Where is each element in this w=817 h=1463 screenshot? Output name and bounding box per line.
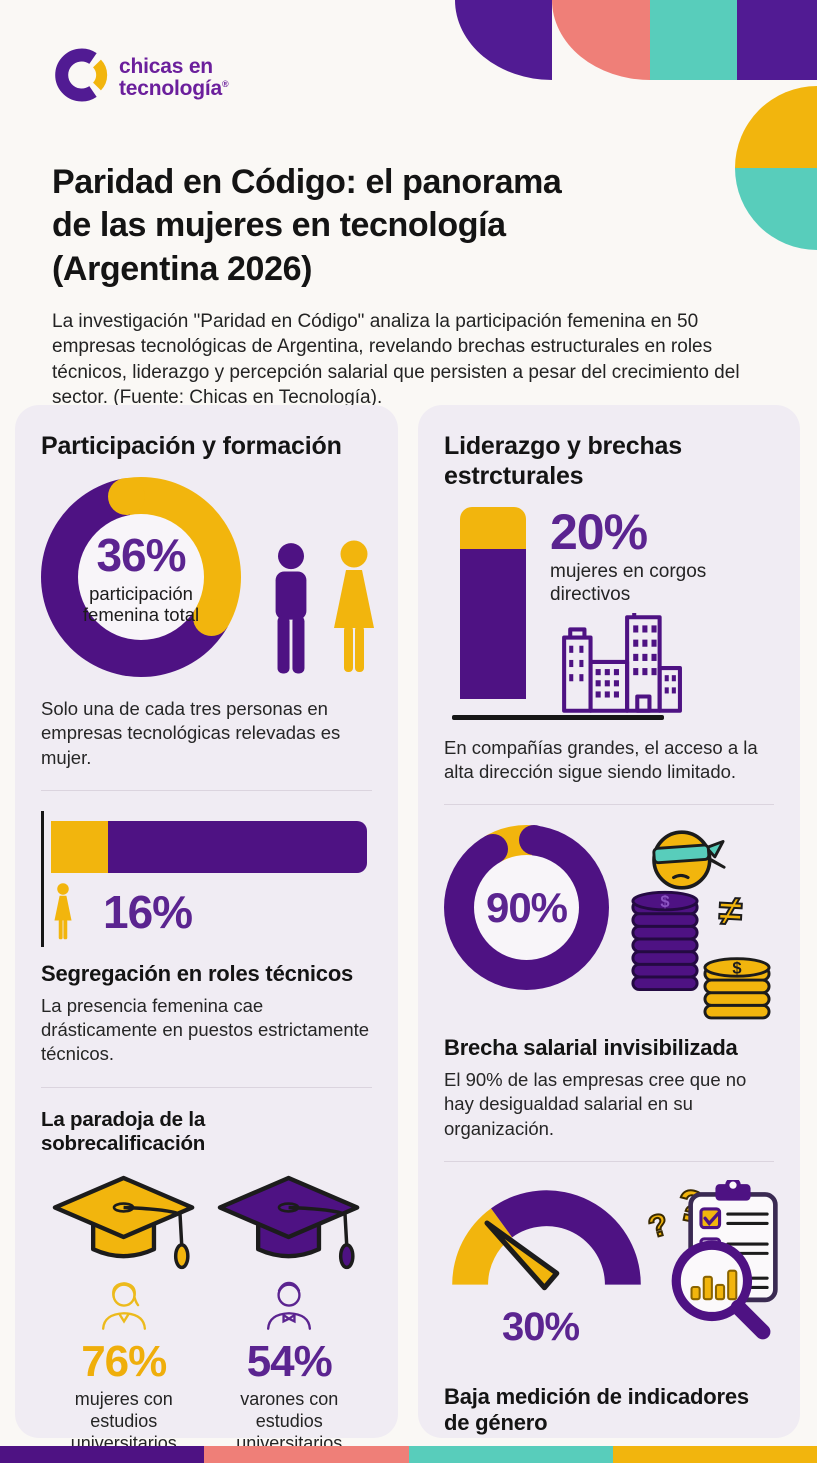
male-icon [275,543,307,674]
salary-gap-value: 90% [485,883,568,931]
paradox-men-value: 54% [246,1337,333,1387]
decor-halfcircle-teal [735,168,817,250]
logo-c-icon [55,48,109,107]
leadership-bar-chart: 20% mujeres en corgos directivos [444,507,774,715]
paradox-comparison: 76% mujeres con estudios universitarios [41,1171,372,1455]
divider [41,1086,372,1088]
participation-label: participación femenina total [82,583,200,625]
measurement-value: 30% [502,1305,580,1350]
participation-caption: Solo una de cada tres personas en empres… [41,698,341,768]
salary-gap-chart-row: 90% [444,825,774,1025]
leadership-caption: En compañías grandes, el acceso a la alt… [444,736,758,782]
paradox-women-label: mujeres con estudios universitarios [70,1389,177,1453]
segregation-heading: Segregación en roles técnicos [41,961,354,987]
salary-gap-caption: El 90% de las empresas cree que no hay d… [444,1068,747,1139]
card-participacion: Participación y formación 36% participac… [15,405,398,1453]
donut-chart-90: 90% [444,825,609,991]
decor-quarter-purple [455,0,552,80]
decor-halfcircle-yellow [735,86,817,168]
card-left-title: Participación y formación [41,432,342,460]
bar-segment-women [51,821,108,874]
paradox-women-value: 76% [81,1337,167,1387]
segregation-bar-chart: 16% [41,811,372,948]
magnifier-chart-icon [671,1240,771,1340]
paradox-men-label: varones con estudios universitarios [236,1389,343,1453]
footer-coral-segment [204,1446,409,1463]
man-outline-icon [267,1281,312,1330]
decor-rect-purple [737,0,817,80]
svg-text:$: $ [660,892,669,911]
logo-line2: tecnología® [119,76,229,100]
divider [41,790,372,792]
svg-text:$: $ [732,960,741,978]
woman-outline-icon [101,1282,146,1330]
logo-wordmark: chicas en tecnología® [119,54,229,100]
measurement-heading: Baja medición de indicadores de género [444,1384,749,1436]
vbar-segment-rest [460,549,526,699]
footer-teal-segment [408,1446,613,1463]
female-small-icon [54,883,72,940]
participation-chart-row: 36% participación femenina total [41,477,374,685]
graduation-cap-purple-icon [218,1175,360,1270]
participation-value: 36% [96,529,186,582]
logo: chicas en tecnología® [55,48,229,107]
chart-baseline [452,714,664,720]
gauge-chart-30: 30% [444,1182,649,1372]
page-title: Paridad en Código: el panorama de las mu… [52,162,562,288]
paradox-women-column: 76% mujeres con estudios universitarios [41,1171,207,1455]
card-right-title: Liderazgo y brechas estrcturales [444,432,682,490]
intro-paragraph: La investigación "Paridad en Código" ana… [52,311,740,408]
registered-mark: ® [222,78,229,89]
measurement-gauge-row: 30% ? ? [444,1179,778,1372]
segregation-value: 16% [103,886,193,939]
money-icons: $ ≠ $ [623,825,773,1025]
footer-yellow-segment [612,1446,817,1463]
audit-icons: ? ? [643,1179,778,1372]
footer-purple-segment [0,1446,205,1463]
divider [444,804,774,806]
decor-rect-teal [650,0,737,80]
female-icon [334,540,374,672]
donut-chart-36: 36% participación femenina total [41,477,241,677]
divider [444,1161,774,1163]
paradox-heading: La paradoja de la sobrecalificación [41,1107,206,1156]
not-equal-icon: ≠ [717,886,744,936]
decor-quarter-coral [552,0,650,80]
blindfolded-face-icon [652,830,726,891]
buildings-icon [562,612,682,713]
salary-gap-heading: Brecha salarial invisibilizada [444,1035,738,1061]
leadership-label: mujeres en corgos directivos [550,561,707,605]
vbar-segment-women [460,507,526,550]
card-liderazgo: Liderazgo y brechas estrcturales 20% muj… [418,405,800,1463]
bar-segment-rest [107,821,367,874]
segregation-caption: La presencia femenina cae drásticamente … [41,994,370,1065]
logo-line1: chicas en [119,54,213,78]
purple-coin-stack-icon: $ [631,891,699,992]
male-female-icons [265,535,381,685]
yellow-coin-stack-icon: $ [703,957,771,1020]
leadership-value: 20% [550,504,648,560]
paradox-men-column: 54% varones con estudios universitarios [207,1171,373,1455]
graduation-cap-yellow-icon [52,1175,195,1270]
footer-color-stripe [0,1446,817,1463]
